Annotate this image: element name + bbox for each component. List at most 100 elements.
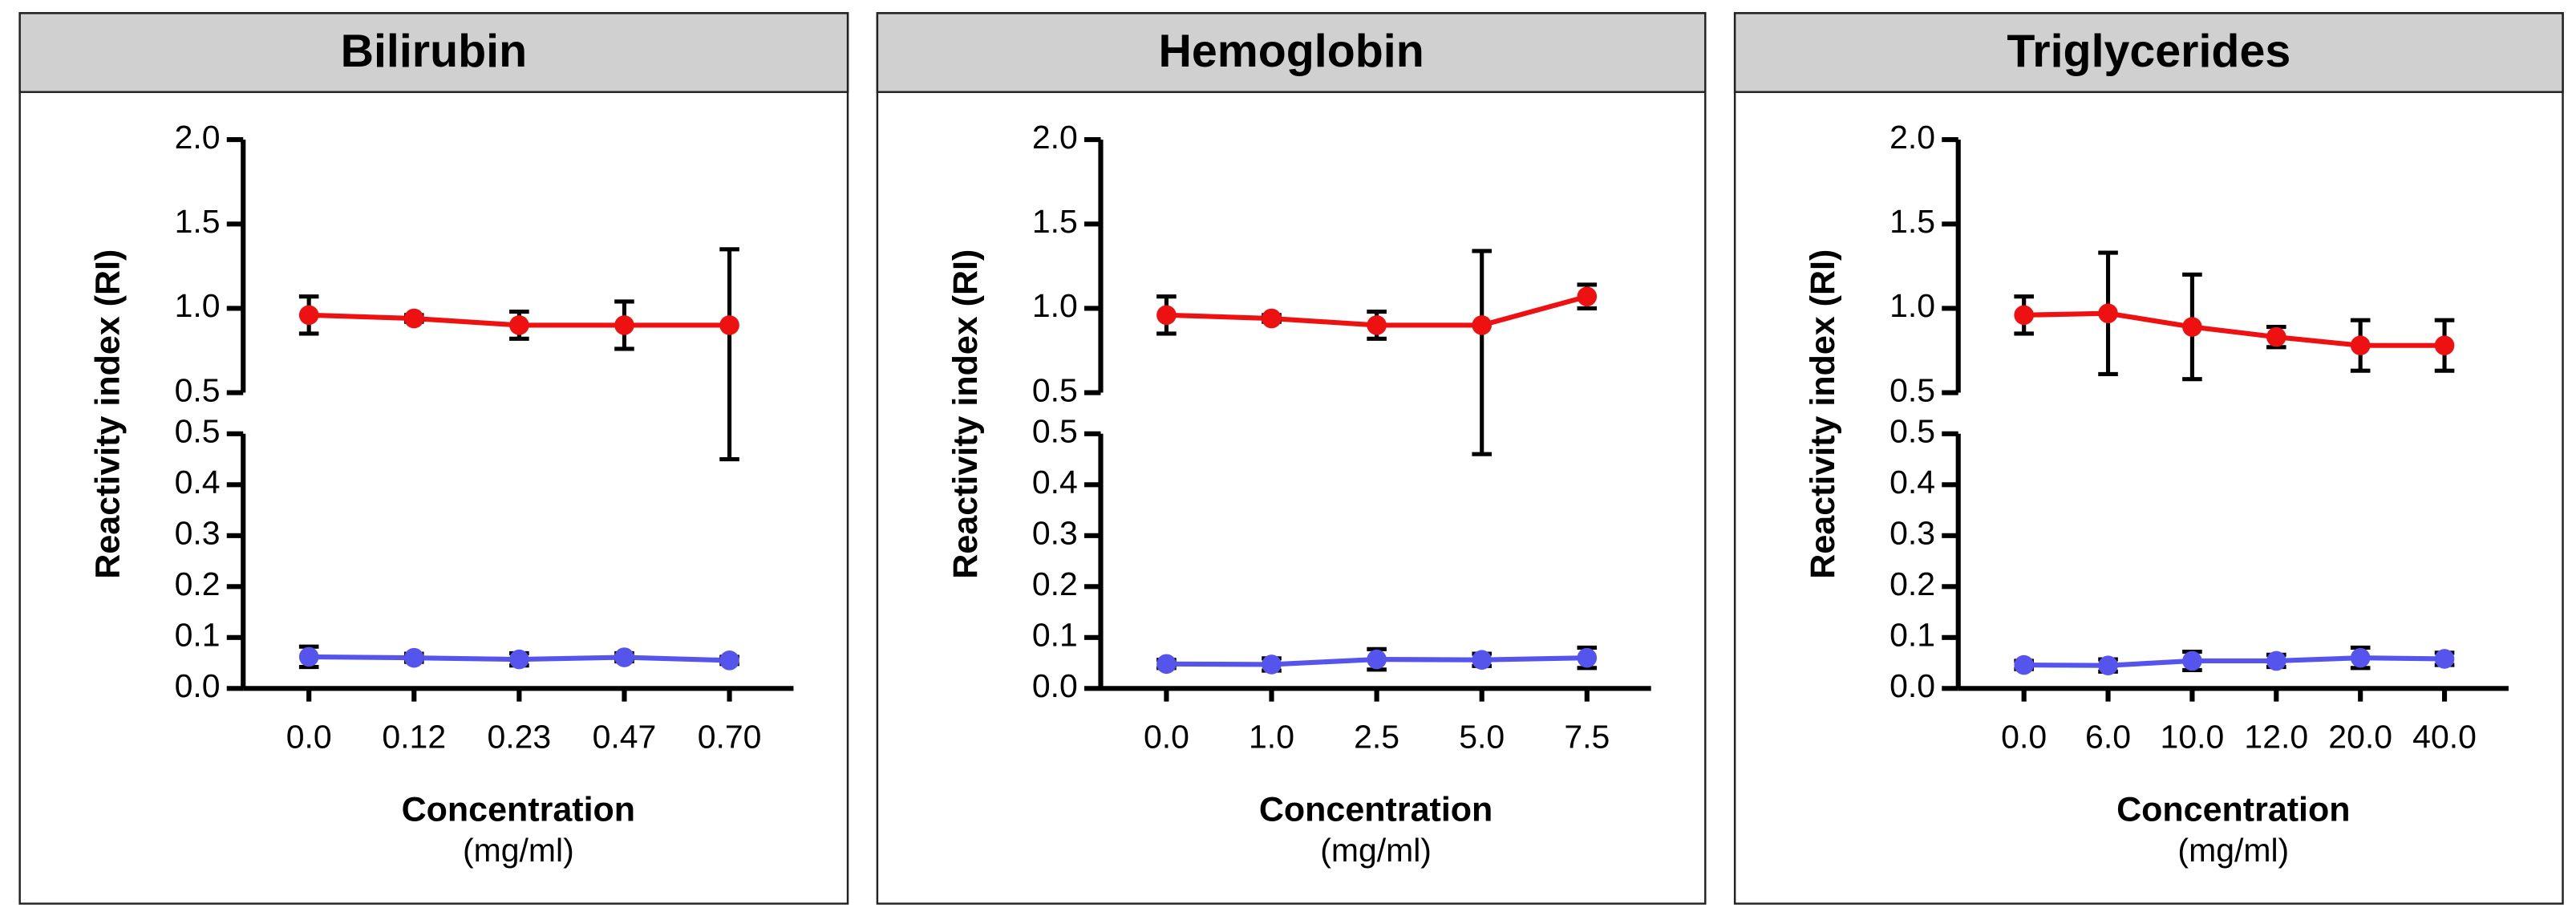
x-axis-label: Concentration — [1259, 790, 1493, 829]
panel: Hemoglobin 0.5 1.0 1.5 2.0 0.0 0.1 0.2 0.3 0.4 0.5… — [876, 12, 1707, 905]
x-tick-label: 10.0 — [2161, 719, 2225, 756]
x-axis-unit: (mg/ml) — [1320, 832, 1432, 869]
data-point — [2014, 305, 2034, 326]
y-tick-label: 0.5 — [1032, 371, 1078, 408]
data-point — [614, 315, 634, 335]
data-point — [403, 647, 424, 668]
data-point — [1577, 647, 1598, 668]
x-tick-label: 2.5 — [1354, 719, 1399, 756]
y-tick-label: 1.5 — [1032, 203, 1078, 240]
panel-header — [876, 12, 1707, 93]
panel-header — [1733, 12, 2564, 93]
data-point — [2098, 303, 2118, 324]
data-point — [1367, 315, 1387, 335]
y-tick-label: 0.4 — [1889, 464, 1935, 500]
y-tick-label: 0.0 — [1032, 667, 1078, 704]
data-point — [719, 650, 739, 671]
y-tick-label: 0.1 — [1032, 617, 1078, 654]
panel-header — [18, 12, 849, 93]
data-point — [2266, 650, 2286, 671]
x-axis-label: Concentration — [2116, 790, 2350, 829]
y-tick-label: 0.3 — [1889, 515, 1935, 552]
panel-title: Bilirubin — [341, 26, 528, 77]
x-tick-label: 6.0 — [2085, 719, 2131, 756]
y-tick-label: 1.5 — [1889, 203, 1935, 240]
x-tick-label: 0.0 — [1144, 719, 1189, 756]
error-bar — [1472, 249, 1492, 456]
panel-title: Triglycerides — [2007, 26, 2290, 77]
data-point — [298, 646, 319, 667]
x-tick-label: 0.0 — [2001, 719, 2047, 756]
y-tick-label: 0.2 — [1032, 565, 1078, 602]
panel: Triglycerides 0.5 1.0 1.5 2.0 0.0 0.1 0.2 0.3 0.4… — [1733, 12, 2564, 905]
data-point — [1367, 649, 1387, 670]
data-point — [1156, 654, 1177, 675]
x-axis-label: Concentration — [402, 790, 635, 829]
x-tick-label: 0.0 — [286, 719, 332, 756]
data-point — [509, 315, 529, 335]
data-point — [2266, 326, 2286, 347]
y-tick-label: 0.3 — [1032, 515, 1078, 552]
data-point — [1472, 315, 1492, 335]
y-tick-label: 0.2 — [175, 565, 221, 602]
data-point — [1156, 305, 1177, 326]
y-axis-label: Reactivity index (RI) — [89, 249, 128, 579]
data-point — [2434, 335, 2455, 355]
data-point — [1262, 654, 1282, 675]
x-tick-label: 1.0 — [1249, 719, 1294, 756]
data-point — [1577, 286, 1598, 306]
data-point — [2350, 647, 2371, 668]
x-tick-label: 0.47 — [593, 719, 657, 756]
data-point — [719, 315, 739, 335]
x-axis-unit: (mg/ml) — [2177, 832, 2289, 869]
series-line — [2023, 310, 2445, 348]
x-tick-label: 0.23 — [488, 719, 552, 756]
x-axis-unit: (mg/ml) — [463, 832, 574, 869]
data-point — [2098, 655, 2118, 675]
panel-frame — [18, 12, 849, 905]
y-tick-label: 0.0 — [1889, 667, 1935, 704]
x-tick-label: 0.12 — [382, 719, 446, 756]
x-tick-label: 0.70 — [698, 719, 762, 756]
x-tick-label: 5.0 — [1459, 719, 1505, 756]
data-point — [509, 649, 529, 670]
y-tick-label: 0.3 — [175, 515, 221, 552]
y-tick-label: 1.5 — [175, 203, 221, 240]
data-point — [403, 308, 424, 329]
y-tick-label: 0.5 — [1032, 413, 1078, 450]
y-tick-label: 0.4 — [175, 464, 221, 500]
panel-frame — [876, 12, 1707, 905]
y-tick-label: 0.1 — [175, 617, 221, 654]
y-tick-label: 0.4 — [1032, 464, 1078, 500]
x-tick-label: 12.0 — [2244, 719, 2308, 756]
data-point — [2434, 649, 2455, 669]
data-point — [1472, 650, 1492, 670]
y-tick-label: 0.5 — [175, 371, 221, 408]
data-point — [2350, 335, 2371, 355]
y-axis-label: Reactivity index (RI) — [946, 249, 985, 579]
x-tick-label: 20.0 — [2328, 719, 2392, 756]
y-tick-label: 0.0 — [175, 667, 221, 704]
y-tick-label: 0.1 — [1889, 617, 1935, 654]
series-line — [2023, 655, 2445, 668]
y-tick-label: 2.0 — [1032, 119, 1078, 156]
y-tick-label: 0.2 — [1889, 565, 1935, 602]
data-point — [2014, 654, 2034, 675]
panel-frame — [1733, 12, 2564, 905]
y-tick-label: 1.0 — [1889, 287, 1935, 324]
y-tick-label: 0.5 — [1889, 413, 1935, 450]
y-tick-label: 0.5 — [175, 413, 221, 450]
data-point — [1262, 308, 1282, 329]
y-tick-label: 1.0 — [1032, 287, 1078, 324]
x-tick-label: 40.0 — [2412, 719, 2477, 756]
error-bar — [719, 247, 739, 462]
panel: Bilirubin 0.5 1.0 1.5 2.0 0.0 0.1 0.2 0.3 0.4 0.5 0… — [18, 12, 849, 905]
data-point — [2182, 650, 2202, 671]
data-point — [2182, 317, 2202, 337]
data-point — [298, 305, 319, 326]
y-tick-label: 0.5 — [1889, 371, 1935, 408]
y-tick-label: 2.0 — [1889, 119, 1935, 156]
x-tick-label: 7.5 — [1564, 719, 1610, 756]
y-axis-label: Reactivity index (RI) — [1804, 249, 1842, 579]
data-point — [614, 647, 634, 667]
